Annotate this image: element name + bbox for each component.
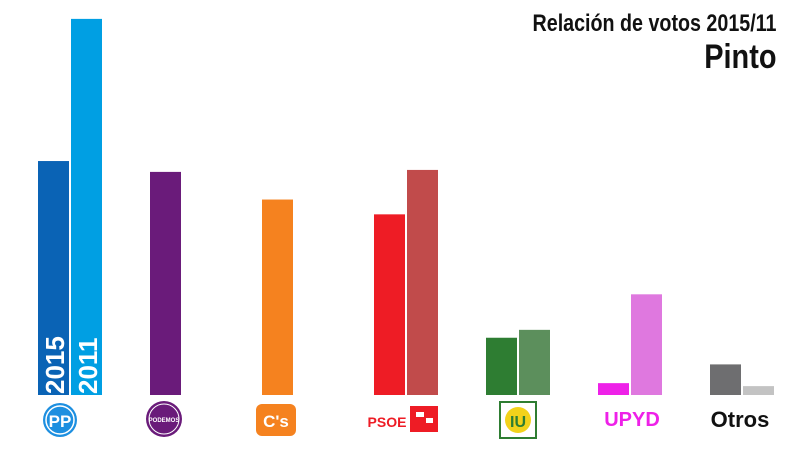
year-label-2015: 2015 — [40, 336, 70, 394]
podemos-logo-text: PODEMOS — [149, 418, 180, 424]
chart-subtitle: Pinto — [703, 38, 776, 76]
iu-logo-text: IU — [510, 414, 526, 431]
otros-label: Otros — [711, 407, 770, 432]
bar-pp-2011 — [71, 18, 102, 396]
bar-cs-2015 — [262, 199, 293, 395]
podemos-logo-icon: PODEMOS — [146, 401, 182, 437]
cs-logo-text: C's — [263, 412, 289, 431]
bar-psoe-2011 — [407, 169, 438, 395]
iu-logo-icon: IU — [499, 401, 537, 439]
psoe-logo-text: PSOE — [368, 414, 407, 430]
bars-group — [38, 18, 774, 396]
cs-logo-icon: C's — [256, 404, 296, 436]
bar-iu-2015 — [486, 337, 517, 395]
psoe-logo-icon: PSOE — [368, 406, 438, 432]
bar-podemos-2015 — [150, 171, 181, 395]
year-label-2011: 2011 — [73, 338, 103, 394]
bar-upyd-2011 — [631, 294, 662, 395]
bar-psoe-2015 — [374, 214, 405, 395]
pp-logo-text: PP — [49, 412, 72, 431]
year-labels-group: 2015 2011 — [40, 336, 103, 394]
pp-logo-icon: PP — [43, 403, 77, 437]
upyd-logo-text: UPYD — [604, 409, 660, 431]
bar-pp-2015 — [38, 161, 69, 395]
title-block: Relación de votos 2015/11 Pinto — [479, 10, 776, 76]
bar-iu-2011 — [519, 329, 550, 395]
bar-upyd-2015 — [598, 383, 629, 395]
chart-title: Relación de votos 2015/11 — [532, 10, 776, 37]
otros-label-text: Otros — [711, 407, 770, 432]
bar-otros-2011 — [743, 386, 774, 395]
bar-otros-2015 — [710, 364, 741, 395]
upyd-logo-icon: UPYD — [604, 409, 660, 431]
